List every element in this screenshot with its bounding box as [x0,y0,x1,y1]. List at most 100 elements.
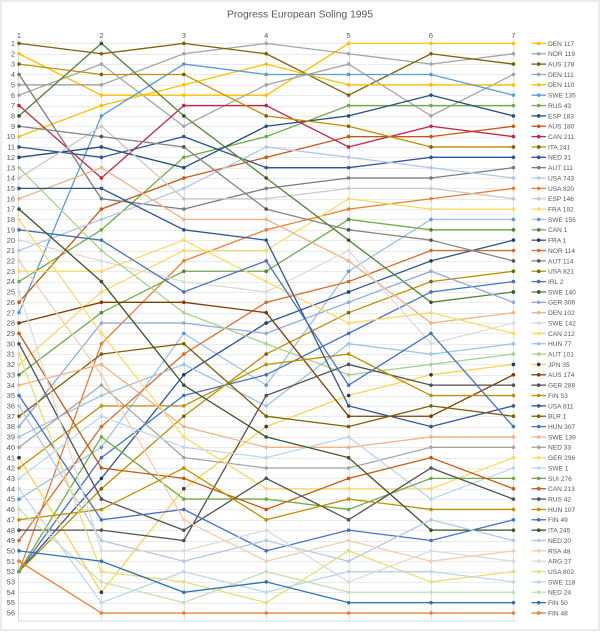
svg-text:FIN 48: FIN 48 [548,610,568,617]
svg-text:ITA 245: ITA 245 [548,528,571,535]
svg-text:32: 32 [7,360,15,369]
svg-text:25: 25 [7,288,15,297]
svg-text:FIN 49: FIN 49 [548,517,568,524]
svg-text:30: 30 [7,339,15,348]
svg-text:15: 15 [7,184,15,193]
svg-text:FRA 182: FRA 182 [548,207,574,214]
svg-text:NOR 114: NOR 114 [548,248,575,255]
svg-text:4: 4 [264,31,268,40]
svg-text:SWE 139: SWE 139 [548,434,576,441]
svg-text:51: 51 [7,557,15,566]
svg-text:GER 288: GER 288 [548,383,575,390]
svg-text:Progress European Soling 1995: Progress European Soling 1995 [227,10,373,21]
svg-text:CAN 213: CAN 213 [548,486,575,493]
svg-text:GER 296: GER 296 [548,455,575,462]
svg-text:5: 5 [11,80,15,89]
svg-text:DEN 117: DEN 117 [548,41,575,48]
svg-text:USA 802: USA 802 [548,569,574,576]
svg-text:39: 39 [7,433,15,442]
svg-text:26: 26 [7,298,15,307]
svg-text:NOR 119: NOR 119 [548,51,575,58]
svg-text:7: 7 [11,101,15,110]
svg-text:37: 37 [7,412,15,421]
svg-text:14: 14 [7,174,15,183]
svg-text:2: 2 [11,49,15,58]
svg-text:44: 44 [7,484,15,493]
svg-text:53: 53 [7,578,15,587]
svg-text:DEN 110: DEN 110 [548,82,575,89]
svg-text:AUT 114: AUT 114 [548,258,574,265]
svg-text:SUI 276: SUI 276 [548,476,572,483]
svg-text:27: 27 [7,308,15,317]
svg-text:FIN 53: FIN 53 [548,393,568,400]
svg-text:17: 17 [7,205,15,214]
svg-text:34: 34 [7,381,15,390]
svg-text:SWE 118: SWE 118 [548,579,576,586]
svg-text:SWE 1: SWE 1 [548,465,569,472]
svg-text:18: 18 [7,215,15,224]
svg-text:28: 28 [7,319,15,328]
svg-text:AUS 174: AUS 174 [548,372,575,379]
svg-text:4: 4 [11,70,15,79]
svg-text:49: 49 [7,536,15,545]
svg-text:BLR 1: BLR 1 [548,414,567,421]
svg-text:45: 45 [7,495,15,504]
svg-text:AUT 101: AUT 101 [548,351,574,358]
svg-text:RSA 48: RSA 48 [548,548,571,555]
svg-text:54: 54 [7,588,15,597]
svg-text:47: 47 [7,515,15,524]
svg-text:FRA 1: FRA 1 [548,238,567,245]
svg-text:SWE 155: SWE 155 [548,217,576,224]
svg-text:ESP 183: ESP 183 [548,113,574,120]
svg-text:55: 55 [7,598,15,607]
svg-text:USA 821: USA 821 [548,269,574,276]
svg-text:42: 42 [7,464,15,473]
svg-text:33: 33 [7,370,15,379]
svg-text:7: 7 [511,31,515,40]
svg-text:21: 21 [7,246,15,255]
svg-text:29: 29 [7,329,15,338]
svg-text:16: 16 [7,194,15,203]
svg-text:USA 811: USA 811 [548,403,574,410]
svg-text:SWE 135: SWE 135 [548,93,576,100]
svg-text:3: 3 [11,60,15,69]
svg-text:NED 24: NED 24 [548,590,571,597]
svg-text:CAN 1: CAN 1 [548,227,568,234]
svg-text:NED 33: NED 33 [548,445,571,452]
svg-text:8: 8 [11,112,15,121]
svg-text:USA 820: USA 820 [548,186,574,193]
svg-text:12: 12 [7,153,15,162]
svg-text:DEN 111: DEN 111 [548,72,574,79]
svg-text:ARG 27: ARG 27 [548,559,572,566]
svg-text:USA 743: USA 743 [548,175,574,182]
svg-text:22: 22 [7,257,15,266]
svg-text:CAN 211: CAN 211 [548,134,575,141]
svg-text:SWE 142: SWE 142 [548,320,576,327]
svg-text:24: 24 [7,277,15,286]
svg-text:NED 31: NED 31 [548,155,571,162]
svg-text:19: 19 [7,225,15,234]
svg-text:46: 46 [7,505,15,514]
svg-text:ESP 146: ESP 146 [548,196,574,203]
svg-text:NED 20: NED 20 [548,538,571,545]
svg-text:10: 10 [7,132,15,141]
svg-text:CAN 212: CAN 212 [548,331,575,338]
svg-text:HUN 307: HUN 307 [548,424,575,431]
svg-text:SWE 140: SWE 140 [548,289,576,296]
svg-text:9: 9 [11,122,15,131]
svg-text:2: 2 [99,31,103,40]
svg-text:RUS 43: RUS 43 [548,103,571,110]
svg-text:DEN 102: DEN 102 [548,310,575,317]
svg-text:HUN 77: HUN 77 [548,341,572,348]
svg-text:AUS 180: AUS 180 [548,124,575,131]
svg-text:11: 11 [7,143,15,152]
svg-text:23: 23 [7,267,15,276]
svg-text:AUS 178: AUS 178 [548,62,575,69]
svg-text:5: 5 [347,31,351,40]
svg-text:41: 41 [7,453,15,462]
svg-text:HUN 107: HUN 107 [548,507,575,514]
svg-text:38: 38 [7,422,15,431]
svg-text:56: 56 [7,609,15,618]
svg-text:50: 50 [7,547,15,556]
svg-text:FIN 50: FIN 50 [548,600,568,607]
